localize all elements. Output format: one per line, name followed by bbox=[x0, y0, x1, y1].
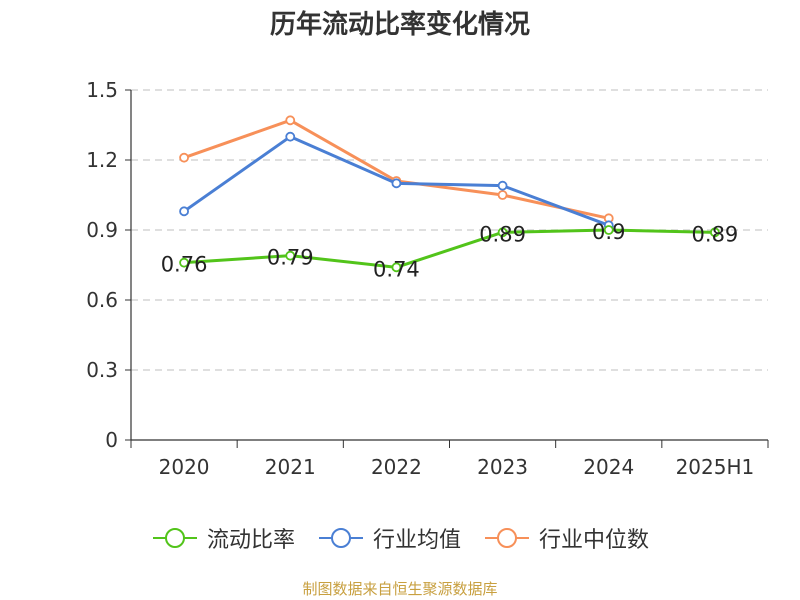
legend-label: 流动比率 bbox=[206, 528, 295, 553]
data-point bbox=[497, 227, 508, 238]
legend-item[interactable]: 流动比率 bbox=[151, 522, 295, 554]
source-note: 制图数据来自恒生聚源数据库 bbox=[302, 580, 498, 598]
legend-line-marker-icon bbox=[485, 528, 529, 548]
legend-item[interactable]: 行业中位数 bbox=[483, 522, 649, 554]
data-point bbox=[391, 178, 402, 189]
legend-label: 行业中位数 bbox=[539, 528, 650, 553]
chart-title: 历年流动比率变化情况 bbox=[269, 10, 530, 40]
data-label: 0.89 bbox=[692, 222, 739, 246]
y-tick-label: 0 bbox=[105, 428, 118, 452]
data-label: 0.9 bbox=[592, 220, 625, 244]
x-tick-label: 2024 bbox=[583, 455, 634, 479]
x-tick-label: 2025H1 bbox=[676, 455, 755, 479]
data-point bbox=[179, 152, 189, 163]
series-line bbox=[183, 228, 715, 269]
data-point bbox=[179, 257, 189, 268]
data-point bbox=[497, 180, 508, 191]
data-point bbox=[285, 115, 296, 126]
data-label: 0.74 bbox=[373, 257, 420, 281]
x-tick-label: 2023 bbox=[477, 455, 528, 479]
y-tick-label: 0.6 bbox=[86, 288, 118, 312]
x-tick-label: 2020 bbox=[159, 455, 210, 479]
data-label: 0.76 bbox=[161, 253, 208, 277]
data-point bbox=[603, 225, 614, 235]
legend-line-marker-icon bbox=[318, 528, 363, 548]
data-point bbox=[391, 262, 402, 273]
data-label: 0.89 bbox=[479, 222, 526, 246]
y-tick-label: 1.5 bbox=[86, 78, 118, 102]
legend: 流动比率 行业均值 行业中位数 bbox=[0, 520, 800, 556]
legend-line-marker-icon bbox=[152, 528, 197, 548]
data-point bbox=[179, 206, 189, 217]
legend-label: 行业均值 bbox=[372, 528, 461, 553]
y-tick-label: 0.3 bbox=[86, 358, 118, 382]
x-tick-label: 2022 bbox=[371, 455, 422, 479]
data-point bbox=[497, 190, 508, 200]
data-point bbox=[710, 227, 720, 238]
legend-item[interactable]: 行业均值 bbox=[317, 522, 461, 554]
series-line bbox=[183, 118, 610, 220]
y-tick-label: 0.9 bbox=[86, 218, 118, 242]
data-label: 0.79 bbox=[267, 246, 314, 270]
data-point bbox=[285, 131, 296, 142]
x-tick-label: 2021 bbox=[265, 455, 316, 479]
y-tick-label: 1.2 bbox=[86, 148, 118, 172]
data-point bbox=[285, 250, 296, 261]
